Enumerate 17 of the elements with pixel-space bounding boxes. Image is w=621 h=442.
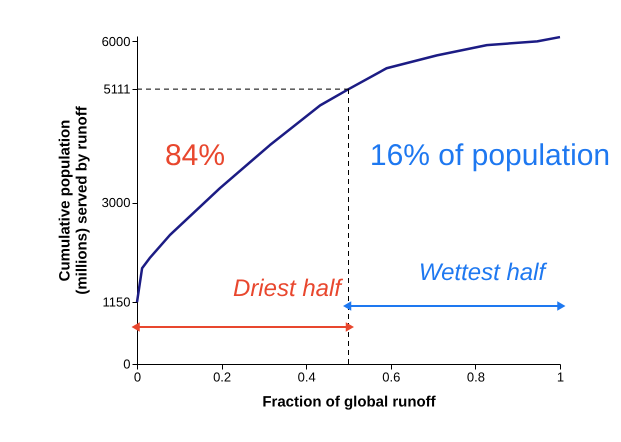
annotation: Driest half — [232, 275, 344, 302]
x-tick-label: 0.8 — [466, 370, 485, 384]
x-tick-label: 0 — [134, 370, 142, 384]
y-tick-label: 1150 — [102, 294, 130, 310]
y-tick-label: 5111 — [104, 82, 130, 97]
y-axis-title: Cumulative population (millions) served by runoff — [56, 105, 91, 295]
annotation: Wettest half — [418, 259, 548, 286]
y-tick-label: 3000 — [102, 195, 130, 210]
y-tick-label: 6000 — [102, 34, 130, 49]
y-tick-label: 0 — [123, 356, 130, 372]
x-tick-label: 0.6 — [382, 370, 400, 384]
annotation: 84% — [164, 139, 226, 172]
x-tick-label: 1 — [556, 370, 564, 384]
x-tick-label: 0.2 — [213, 370, 232, 384]
annotation: 16% of population — [370, 139, 610, 172]
x-axis-title: Fraction of global runoff — [262, 394, 437, 410]
x-tick-label: 0.4 — [298, 370, 316, 384]
